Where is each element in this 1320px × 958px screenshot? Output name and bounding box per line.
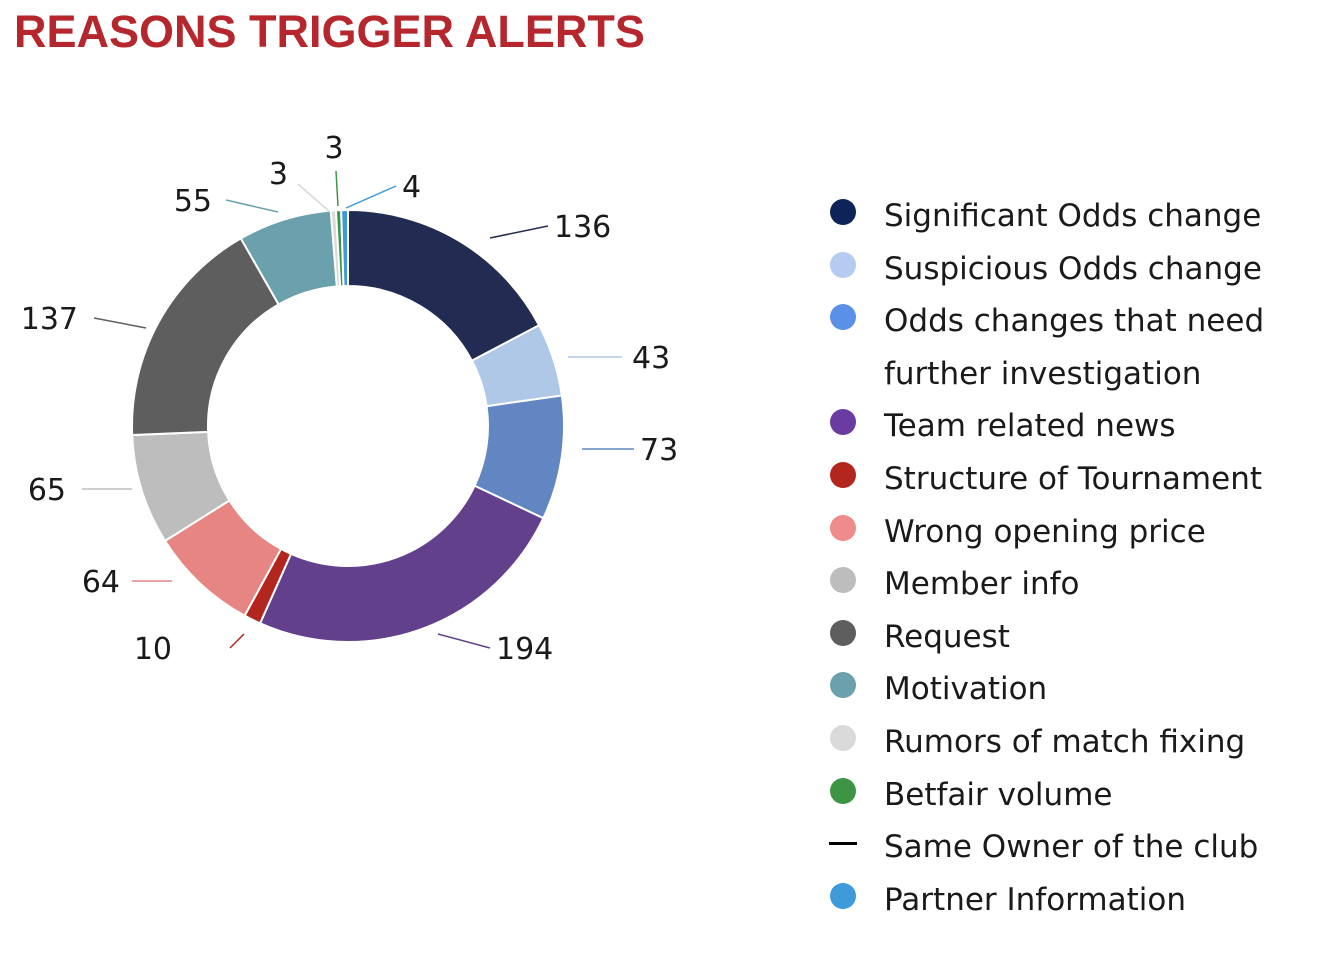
legend-label: Betfair volume xyxy=(884,776,1113,813)
leader-line-motivation xyxy=(225,199,279,213)
legend-marker xyxy=(828,723,858,753)
legend-item-member-info: Member info xyxy=(828,558,1308,611)
legend-marker xyxy=(828,618,858,648)
legend-marker xyxy=(828,460,858,490)
legend-label: Significant Odds change xyxy=(884,198,1262,234)
data-label-motivation: 55 xyxy=(174,184,212,219)
leader-line-significant-odds-change xyxy=(489,225,549,239)
legend-item-odds-changes-that-need-further-investigation: Odds changes that need further investiga… xyxy=(828,295,1308,400)
legend-item-partner-information: Partner Information xyxy=(828,874,1308,927)
legend-label: Wrong opening price xyxy=(884,513,1206,550)
legend-item-suspicious-odds-change: Suspicious Odds change xyxy=(828,243,1308,296)
legend-item-rumors-of-match-fixing: Rumors of match fixing xyxy=(828,716,1308,769)
data-label-rumors-of-match-fixing: 3 xyxy=(269,157,288,192)
legend-marker xyxy=(828,828,858,858)
leader-line-request xyxy=(93,317,147,329)
data-label-wrong-opening-price: 64 xyxy=(82,565,120,600)
data-label-betfair-volume: 3 xyxy=(324,131,343,166)
legend-item-wrong-opening-price: Wrong opening price xyxy=(828,506,1308,559)
data-label-odds-changes-that-need-further-investigation: 73 xyxy=(640,433,678,468)
chart-data-labels: 136 43 73 194 10 64 65 137 55 3 3 4 xyxy=(21,131,678,667)
leader-line-rumors-of-match-fixing xyxy=(297,183,331,213)
donut-chart: 136 43 73 194 10 64 65 137 55 3 3 4 xyxy=(21,131,678,667)
legend-label: Suspicious Odds change xyxy=(884,250,1262,287)
legend-item-same-owner-of-the-club: Same Owner of the club xyxy=(828,821,1308,874)
legend-marker xyxy=(828,197,858,227)
legend-label: Partner Information xyxy=(884,881,1186,918)
leader-line-partner-information xyxy=(345,185,397,209)
legend-item-significant-odds-change: Significant Odds change xyxy=(828,190,1308,243)
slice-significant-odds-change xyxy=(347,208,541,363)
legend-marker xyxy=(828,407,858,437)
slice-team-related-news xyxy=(258,484,545,643)
data-label-team-related-news: 194 xyxy=(496,632,553,667)
legend-item-betfair-volume: Betfair volume xyxy=(828,769,1308,822)
chart-legend: Significant Odds change Suspicious Odds c… xyxy=(828,190,1308,926)
leader-line-team-related-news xyxy=(437,633,491,649)
legend-marker xyxy=(828,513,858,543)
legend-marker xyxy=(828,881,858,911)
leader-line-structure-of-tournament xyxy=(229,633,245,649)
data-label-structure-of-tournament: 10 xyxy=(134,632,172,667)
chart-leader-lines xyxy=(82,170,634,649)
legend-item-structure-of-tournament: Structure of Tournament xyxy=(828,453,1308,506)
legend-label: Odds changes that need further investiga… xyxy=(884,303,1265,392)
legend-marker xyxy=(828,250,858,280)
legend-label: Structure of Tournament xyxy=(884,460,1262,497)
data-label-member-info: 65 xyxy=(28,473,66,508)
legend-marker xyxy=(828,670,858,700)
slice-partner-information xyxy=(340,208,349,288)
data-label-suspicious-odds-change: 43 xyxy=(632,341,670,376)
chart-slices xyxy=(131,208,565,643)
legend-item-team-related-news: Team related news xyxy=(828,400,1308,453)
legend-label: Motivation xyxy=(884,671,1048,708)
legend-marker xyxy=(828,776,858,806)
leader-line-betfair-volume xyxy=(335,170,339,207)
data-label-request: 137 xyxy=(21,302,78,337)
legend-label: Rumors of match fixing xyxy=(884,723,1246,760)
legend-label: Request xyxy=(884,618,1010,655)
legend-item-request: Request xyxy=(828,611,1308,664)
legend-marker xyxy=(828,565,858,595)
legend-label: Team related news xyxy=(884,408,1176,445)
legend-item-motivation: Motivation xyxy=(828,663,1308,716)
data-label-partner-information: 4 xyxy=(402,170,421,205)
legend-label: Member info xyxy=(884,566,1080,603)
legend-label: Same Owner of the club xyxy=(884,829,1259,866)
data-label-significant-odds-change: 136 xyxy=(554,210,611,245)
chart-title: REASONS TRIGGER ALERTS xyxy=(14,6,645,57)
legend-marker xyxy=(828,302,858,332)
